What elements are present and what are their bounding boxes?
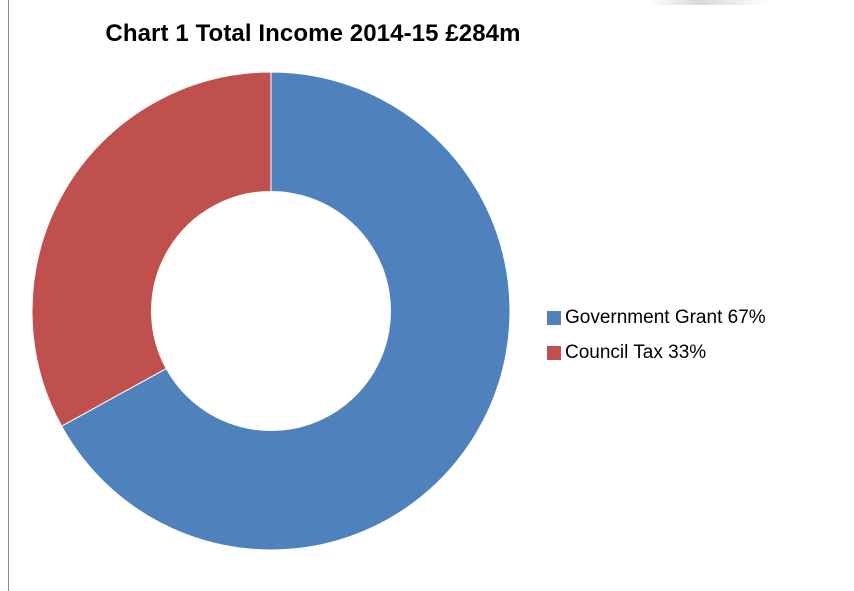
legend-swatch-government-grant [547, 311, 561, 325]
legend-swatch-council-tax [547, 346, 561, 360]
legend-item-council-tax: Council Tax 33% [547, 340, 766, 366]
legend-label-council-tax: Council Tax 33% [565, 342, 707, 363]
donut-slice-government-grant-67 [60, 71, 511, 551]
chart-area [8, 0, 854, 591]
chart-title: Chart 1 Total Income 2014-15 £284m [105, 20, 521, 47]
legend-item-government-grant: Government Grant 67% [547, 305, 766, 331]
legend-label-government-grant: Government Grant 67% [565, 307, 766, 328]
top-strip [0, 0, 854, 5]
chart-legend: Government Grant 67% Council Tax 33% [547, 305, 766, 375]
donut-slice-council-tax-33 [31, 71, 272, 427]
